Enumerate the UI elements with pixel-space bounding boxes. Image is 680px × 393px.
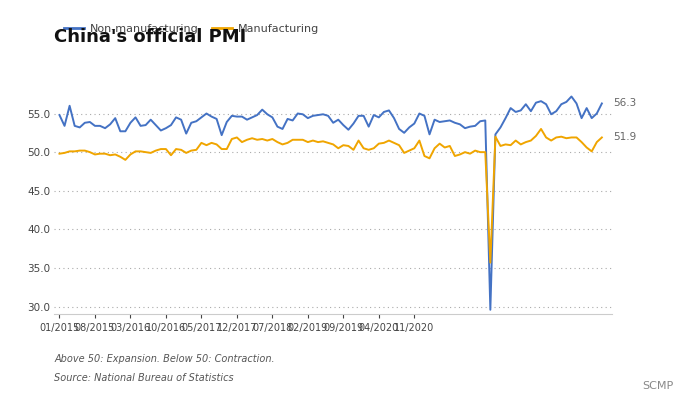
Text: China's official PMI: China's official PMI xyxy=(54,28,247,46)
Text: 51.9: 51.9 xyxy=(613,132,636,142)
Legend: Non-manufacturing, Manufacturing: Non-manufacturing, Manufacturing xyxy=(60,19,323,38)
Text: Source: National Bureau of Statistics: Source: National Bureau of Statistics xyxy=(54,373,234,383)
Text: 56.3: 56.3 xyxy=(613,99,636,108)
Text: SCMP: SCMP xyxy=(642,381,673,391)
Text: Above 50: Expansion. Below 50: Contraction.: Above 50: Expansion. Below 50: Contracti… xyxy=(54,354,275,364)
